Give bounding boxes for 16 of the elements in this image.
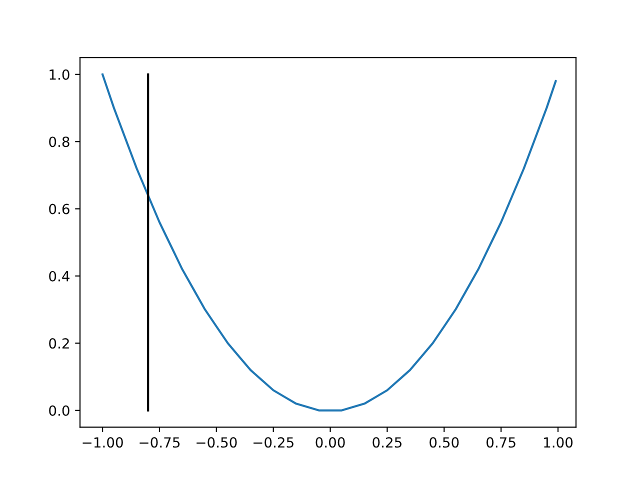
y-tick-label: 0.0 bbox=[49, 405, 70, 416]
x-tick-label: −1.00 bbox=[82, 437, 123, 448]
y-tick-label: 0.4 bbox=[49, 270, 70, 282]
x-tick-label: 0.00 bbox=[316, 437, 345, 448]
y-tick-label: 0.8 bbox=[49, 136, 70, 148]
x-tick-label: 1.00 bbox=[544, 437, 573, 448]
y-tick-label: 0.6 bbox=[49, 204, 70, 214]
y-tick-label: 1.0 bbox=[50, 69, 70, 80]
x-tick-label: −0.75 bbox=[140, 437, 180, 448]
x-tick-label: −0.50 bbox=[196, 437, 237, 448]
x-tick-label: −0.25 bbox=[254, 437, 294, 448]
x-tick-label: 0.75 bbox=[486, 437, 516, 448]
x-tick-label: 0.25 bbox=[372, 437, 402, 448]
y-tick-label: 0.2 bbox=[49, 338, 69, 349]
line-series bbox=[102, 73, 557, 412]
x-tick-label: 0.50 bbox=[430, 437, 459, 448]
